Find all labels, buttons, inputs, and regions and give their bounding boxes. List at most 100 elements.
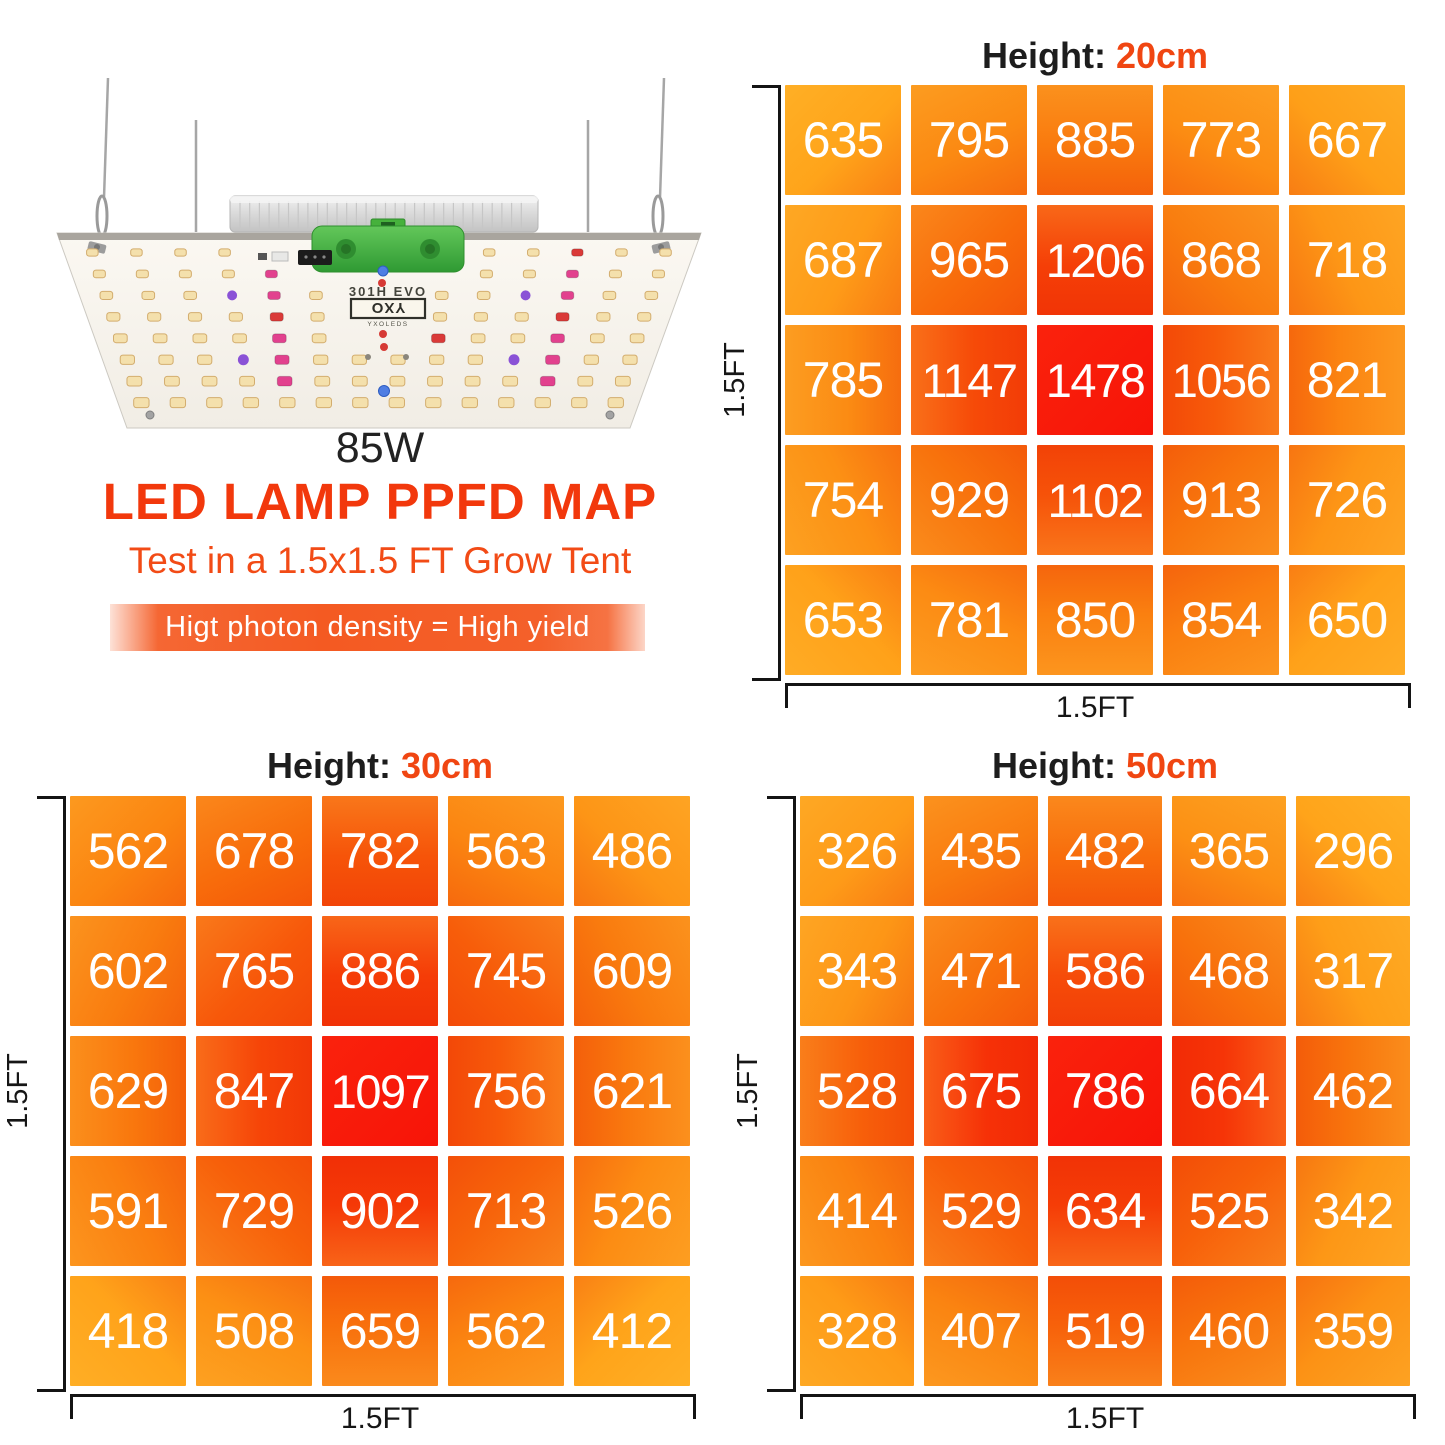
page-subtitle: Test in a 1.5x1.5 FT Grow Tent: [128, 540, 632, 581]
wattage-label: 85W: [335, 424, 425, 472]
ppfd-cell: 342: [1296, 1156, 1410, 1266]
ppfd-cell: 781: [911, 565, 1027, 675]
ppfd-cell: 634: [1048, 1156, 1162, 1266]
svg-text:301H EVO: 301H EVO: [349, 284, 427, 299]
bottom-axis-bracket: [785, 683, 1411, 708]
ppfd-cell: 460: [1172, 1276, 1286, 1386]
ppfd-cell: 678: [196, 796, 312, 906]
left-axis-label: 1.5FT: [719, 342, 751, 418]
led-panel-illustration: 301H EVO YXO YXOLEDS: [56, 77, 702, 429]
ppfd-cell: 821: [1289, 325, 1405, 435]
ppfd-cell: 519: [1048, 1276, 1162, 1386]
ppfd-cell: 418: [70, 1276, 186, 1386]
left-axis-bracket: [752, 85, 781, 681]
ppfd-cell: 468: [1172, 916, 1286, 1026]
ppfd-cell: 729: [196, 1156, 312, 1266]
left-axis-bracket: [767, 796, 796, 1392]
ppfd-cell: 328: [800, 1276, 914, 1386]
ppfd-cell: 902: [322, 1156, 438, 1266]
ppfd-cell: 687: [785, 205, 901, 315]
ppfd-cell: 786: [1048, 1036, 1162, 1146]
hanging-wires-icon: [102, 77, 666, 232]
ppfd-cell: 629: [70, 1036, 186, 1146]
ppfd-cell: 965: [911, 205, 1027, 315]
ppfd-cell: 929: [911, 445, 1027, 555]
heatsink-bar: [229, 195, 539, 233]
grid-title: Height: 20cm: [785, 35, 1405, 77]
grid-title: Height: 50cm: [800, 745, 1410, 787]
svg-text:YXOLEDS: YXOLEDS: [367, 321, 408, 328]
ppfd-cell: 726: [1289, 445, 1405, 555]
ppfd-cell: 773: [1163, 85, 1279, 195]
ppfd-cell: 795: [911, 85, 1027, 195]
ppfd-cell: 1097: [322, 1036, 438, 1146]
ppfd-cell: 296: [1296, 796, 1410, 906]
heatmap-cells: 562 678 782 563 486 602 765 886 745 609 629 847 1097…: [70, 796, 690, 1386]
ppfd-cell: 782: [322, 796, 438, 906]
ppfd-cell: 785: [785, 325, 901, 435]
ppfd-cell: 653: [785, 565, 901, 675]
ppfd-cell: 529: [924, 1156, 1038, 1266]
ppfd-grid-50cm: Height: 50cm 1.5FT 326 435 482 365 296 343 471…: [720, 745, 1445, 1445]
height-prefix: Height:: [981, 35, 1106, 76]
ppfd-cell: 885: [1037, 85, 1153, 195]
ppfd-cell: 486: [574, 796, 690, 906]
heatmap-cells: 635 795 885 773 667 687 965 1206 868 718 785 1147 14…: [785, 85, 1405, 675]
panel-branding: 301H EVO YXO YXOLEDS: [349, 284, 427, 328]
ppfd-cell: 343: [800, 916, 914, 1026]
ppfd-cell: 482: [1048, 796, 1162, 906]
bottom-axis-bracket: [800, 1394, 1416, 1419]
ppfd-cell: 675: [924, 1036, 1038, 1146]
heatmap-cells: 326 435 482 365 296 343 471 586 468 317 528 675 786 6…: [800, 796, 1410, 1386]
ppfd-cell: 365: [1172, 796, 1286, 906]
center-diodes: [365, 265, 409, 397]
height-value: 30cm: [400, 745, 494, 786]
ppfd-cell: 1206: [1037, 205, 1153, 315]
ppfd-cell: 562: [448, 1276, 564, 1386]
left-axis-label: 1.5FT: [2, 1053, 34, 1129]
ppfd-cell: 1056: [1163, 325, 1279, 435]
bottom-axis-label: 1.5FT: [340, 1402, 420, 1435]
ppfd-cell: 1102: [1037, 445, 1153, 555]
height-value: 20cm: [1115, 35, 1209, 76]
driver-connector-icon: [258, 250, 332, 265]
ppfd-cell: 526: [574, 1156, 690, 1266]
ppfd-cell: 756: [448, 1036, 564, 1146]
height-value: 50cm: [1125, 745, 1219, 786]
ppfd-cell: 602: [70, 916, 186, 1026]
ppfd-grid-20cm: Height: 20cm 1.5FT 635 795 885 773 667 687 965…: [715, 35, 1445, 735]
ppfd-cell: 471: [924, 916, 1038, 1026]
ppfd-cell: 854: [1163, 565, 1279, 675]
svg-text:YXO: YXO: [371, 299, 406, 316]
ppfd-cell: 326: [800, 796, 914, 906]
ppfd-cell: 754: [785, 445, 901, 555]
ppfd-cell: 508: [196, 1276, 312, 1386]
ppfd-cell: 667: [1289, 85, 1405, 195]
slogan-banner: Higt photon density = High yield: [110, 604, 645, 651]
ppfd-cell: 913: [1163, 445, 1279, 555]
ppfd-cell: 765: [196, 916, 312, 1026]
ppfd-cell: 650: [1289, 565, 1405, 675]
grid-title: Height: 30cm: [70, 745, 690, 787]
ppfd-cell: 621: [574, 1036, 690, 1146]
ppfd-cell: 528: [800, 1036, 914, 1146]
ppfd-cell: 886: [322, 916, 438, 1026]
ppfd-cell: 562: [70, 796, 186, 906]
ppfd-cell: 847: [196, 1036, 312, 1146]
led-diodes: [86, 248, 672, 409]
ppfd-cell: 713: [448, 1156, 564, 1266]
ppfd-grid-30cm: Height: 30cm 1.5FT 562 678 782 563 486 602 765…: [0, 745, 730, 1445]
ppfd-cell: 414: [800, 1156, 914, 1266]
ppfd-cell: 591: [70, 1156, 186, 1266]
ppfd-cell: 635: [785, 85, 901, 195]
ppfd-cell: 659: [322, 1276, 438, 1386]
height-prefix: Height:: [266, 745, 391, 786]
ppfd-cell: 1478: [1037, 325, 1153, 435]
ppfd-cell: 586: [1048, 916, 1162, 1026]
ppfd-cell: 359: [1296, 1276, 1410, 1386]
ppfd-cell: 462: [1296, 1036, 1410, 1146]
ppfd-cell: 868: [1163, 205, 1279, 315]
ppfd-cell: 317: [1296, 916, 1410, 1026]
ppfd-cell: 609: [574, 916, 690, 1026]
